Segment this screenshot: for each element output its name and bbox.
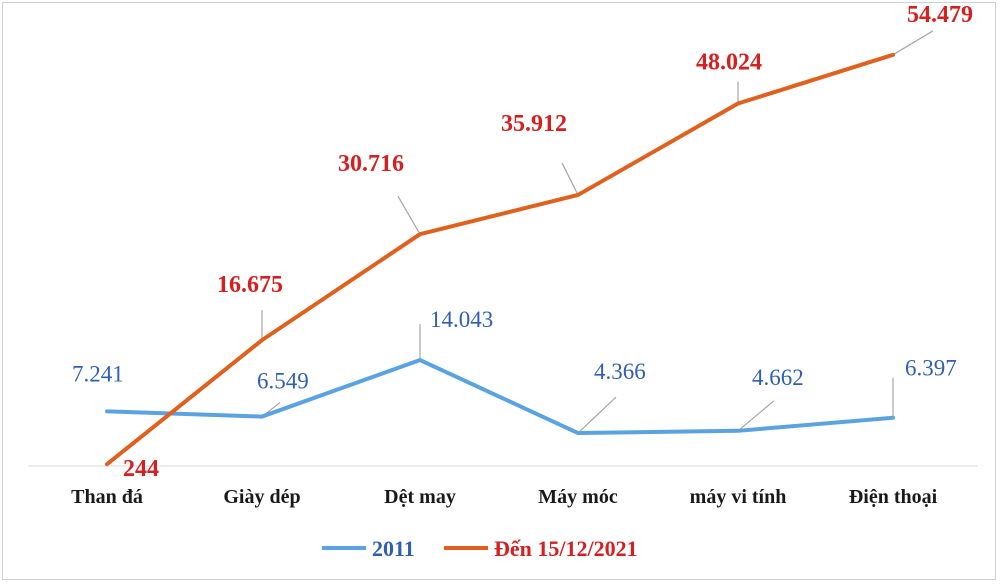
- data-label-2021: 244: [123, 456, 159, 482]
- legend-label-2021: Đến 15/12/2021: [494, 536, 638, 561]
- data-label-2021: 35.912: [501, 111, 567, 137]
- label-leader-line: [561, 162, 579, 196]
- x-tick-label: Điện thoại: [849, 486, 938, 508]
- data-label-2011: 6.397: [905, 356, 957, 381]
- data-label-2011: 7.241: [72, 361, 124, 386]
- data-label-2011: 4.662: [752, 365, 804, 390]
- legend-label-2011: 2011: [372, 536, 415, 561]
- label-leader-line: [892, 30, 934, 56]
- label-leader-line: [577, 396, 617, 434]
- series-line-2011: [105, 358, 895, 436]
- legend: 2011 Đến 15/12/2021: [322, 536, 638, 561]
- data-label-2021: 16.675: [217, 272, 283, 298]
- x-tick-label: máy vi tính: [690, 486, 787, 508]
- x-tick-label: Máy móc: [538, 486, 618, 508]
- series-line-2021: [105, 52, 895, 467]
- label-leader-line: [397, 195, 421, 235]
- data-label-2011: 14.043: [430, 307, 493, 332]
- x-tick-label: Giày dép: [223, 486, 300, 508]
- data-label-2021: 30.716: [338, 151, 404, 177]
- x-tick-label: Dệt may: [384, 486, 456, 508]
- x-tick-label: Than đá: [71, 486, 143, 508]
- label-leader-line: [737, 400, 775, 432]
- data-label-2021: 54.479: [907, 2, 973, 28]
- data-label-2011: 4.366: [594, 359, 646, 384]
- data-label-2011: 6.549: [257, 369, 309, 394]
- data-label-2021: 48.024: [696, 50, 762, 76]
